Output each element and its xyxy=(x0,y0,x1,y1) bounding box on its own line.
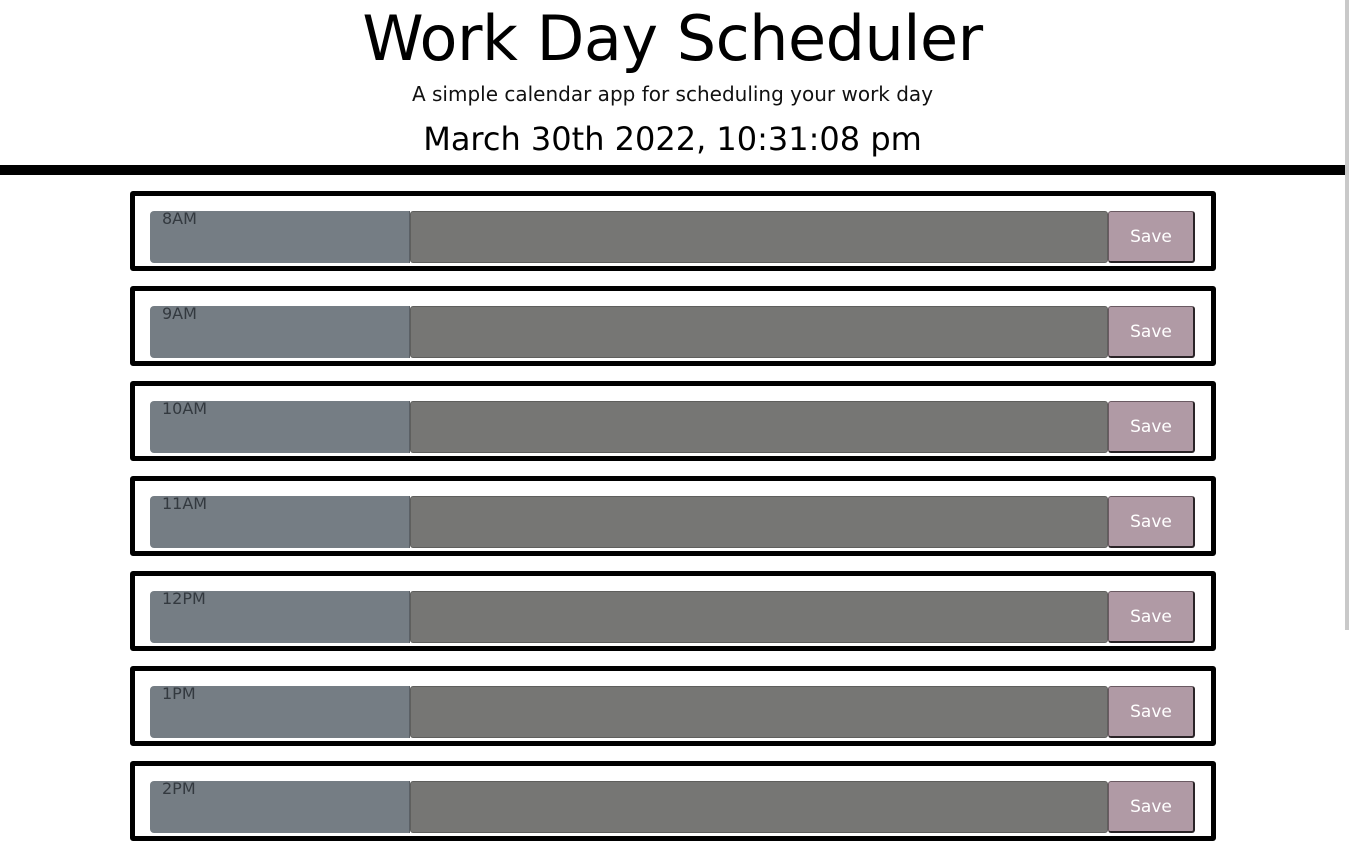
page-subtitle: A simple calendar app for scheduling you… xyxy=(411,82,934,106)
event-description-input[interactable] xyxy=(410,686,1108,738)
save-button[interactable]: Save xyxy=(1108,686,1195,738)
time-block-row: 8AM Save xyxy=(130,191,1216,271)
time-block-row: 2PM Save xyxy=(130,761,1216,841)
event-description-input[interactable] xyxy=(410,401,1108,453)
save-button[interactable]: Save xyxy=(1108,211,1195,263)
hour-label: 10AM xyxy=(150,401,410,453)
hour-label: 1PM xyxy=(150,686,410,738)
time-block-row: 1PM Save xyxy=(130,666,1216,746)
save-button[interactable]: Save xyxy=(1108,306,1195,358)
hour-label: 8AM xyxy=(150,211,410,263)
page-header: Work Day Scheduler A simple calendar app… xyxy=(0,0,1345,175)
hour-label: 12PM xyxy=(150,591,410,643)
vertical-scrollbar[interactable] xyxy=(1345,0,1349,630)
save-button[interactable]: Save xyxy=(1108,591,1195,643)
time-block-container: 8AM Save 9AM Save 10AM Save 11AM Save 12… xyxy=(130,191,1216,849)
current-date: March 30th 2022, 10:31:08 pm xyxy=(423,120,922,158)
time-block-row: 11AM Save xyxy=(130,476,1216,556)
time-block-row: 9AM Save xyxy=(130,286,1216,366)
hour-label: 11AM xyxy=(150,496,410,548)
event-description-input[interactable] xyxy=(410,591,1108,643)
save-button[interactable]: Save xyxy=(1108,401,1195,453)
save-button[interactable]: Save xyxy=(1108,781,1195,833)
page-title: Work Day Scheduler xyxy=(362,2,983,75)
event-description-input[interactable] xyxy=(410,211,1108,263)
time-block-row: 12PM Save xyxy=(130,571,1216,651)
event-description-input[interactable] xyxy=(410,496,1108,548)
hour-label: 2PM xyxy=(150,781,410,833)
save-button[interactable]: Save xyxy=(1108,496,1195,548)
event-description-input[interactable] xyxy=(410,781,1108,833)
time-block-row: 10AM Save xyxy=(130,381,1216,461)
event-description-input[interactable] xyxy=(410,306,1108,358)
hour-label: 9AM xyxy=(150,306,410,358)
